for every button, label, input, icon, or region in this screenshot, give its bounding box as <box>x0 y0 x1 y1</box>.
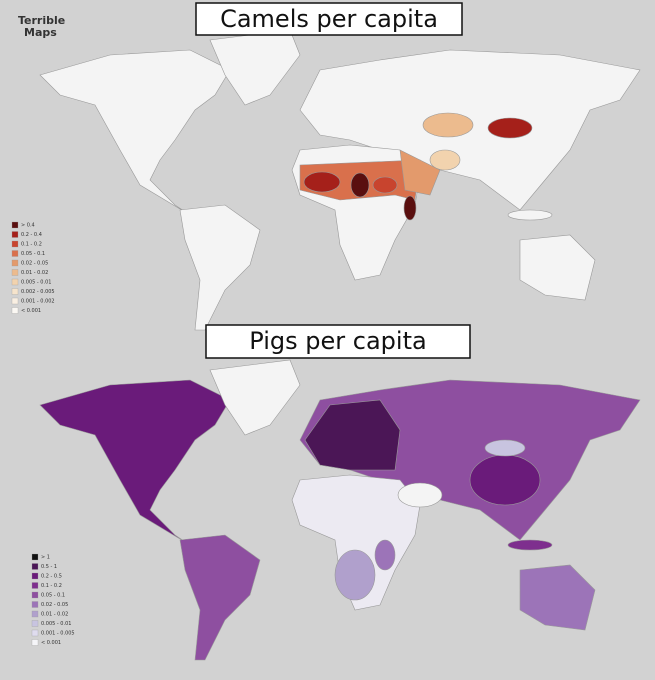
legend-swatch <box>31 591 39 599</box>
legend-swatch <box>11 307 19 314</box>
legend-swatch <box>31 563 39 570</box>
legends: > 0.4 0.2 - 0.4 0.1 - 0.2 0.05 - 0.1 0.02 - … <box>11 221 75 646</box>
legend-label: > 1 <box>41 555 50 561</box>
legend-swatch <box>11 259 19 267</box>
legend-label: > 0.4 <box>21 223 35 229</box>
legend-label: 0.001 - 0.002 <box>21 299 55 305</box>
legend-label: 0.02 - 0.05 <box>41 602 68 608</box>
legend-label: 0.2 - 0.5 <box>41 574 62 580</box>
legend-label: 0.05 - 0.1 <box>41 593 65 599</box>
legend-label: < 0.001 <box>21 308 41 314</box>
legend-label: 0.02 - 0.05 <box>21 261 48 267</box>
legend-label: 0.005 - 0.01 <box>41 621 71 627</box>
map-title: Pigs per capita <box>249 327 426 355</box>
legend-label: 0.05 - 0.1 <box>21 251 45 257</box>
legend-swatch <box>11 288 19 295</box>
title-box <box>195 2 463 36</box>
legend-swatch <box>11 269 19 276</box>
legend-swatch <box>11 250 19 257</box>
pig-map <box>39 359 641 661</box>
legend-label: 0.01 - 0.02 <box>41 612 68 618</box>
brand: Maps <box>24 26 57 39</box>
legend-swatch <box>31 639 39 646</box>
legend-swatch <box>31 629 39 637</box>
legend-swatch <box>11 240 19 248</box>
legend-label: 0.002 - 0.005 <box>21 289 55 295</box>
legend-label: 0.005 - 0.01 <box>21 280 51 286</box>
legend-swatch <box>31 572 39 580</box>
legend-swatch <box>31 601 39 608</box>
legend-swatch <box>11 231 19 238</box>
legend-swatch <box>31 620 39 627</box>
camel-map <box>39 29 641 331</box>
legend-swatch <box>31 553 39 561</box>
legend-swatch <box>11 297 19 305</box>
brand: Terrible <box>18 14 65 27</box>
legend-label: 0.2 - 0.4 <box>21 232 42 238</box>
legend-swatch <box>11 221 19 229</box>
legend-label: 0.001 - 0.005 <box>41 631 75 637</box>
legend-label: 0.5 - 1 <box>41 564 57 570</box>
legend-label: < 0.001 <box>41 640 61 646</box>
legend-label: 0.1 - 0.2 <box>41 583 62 589</box>
legend-label: 0.01 - 0.02 <box>21 270 48 276</box>
legend-swatch <box>31 582 39 589</box>
legend-swatch <box>31 610 39 618</box>
legend-label: 0.1 - 0.2 <box>21 242 42 248</box>
title-box <box>205 324 471 359</box>
legend-swatch <box>11 278 19 286</box>
map-title: Camels per capita <box>220 5 438 33</box>
